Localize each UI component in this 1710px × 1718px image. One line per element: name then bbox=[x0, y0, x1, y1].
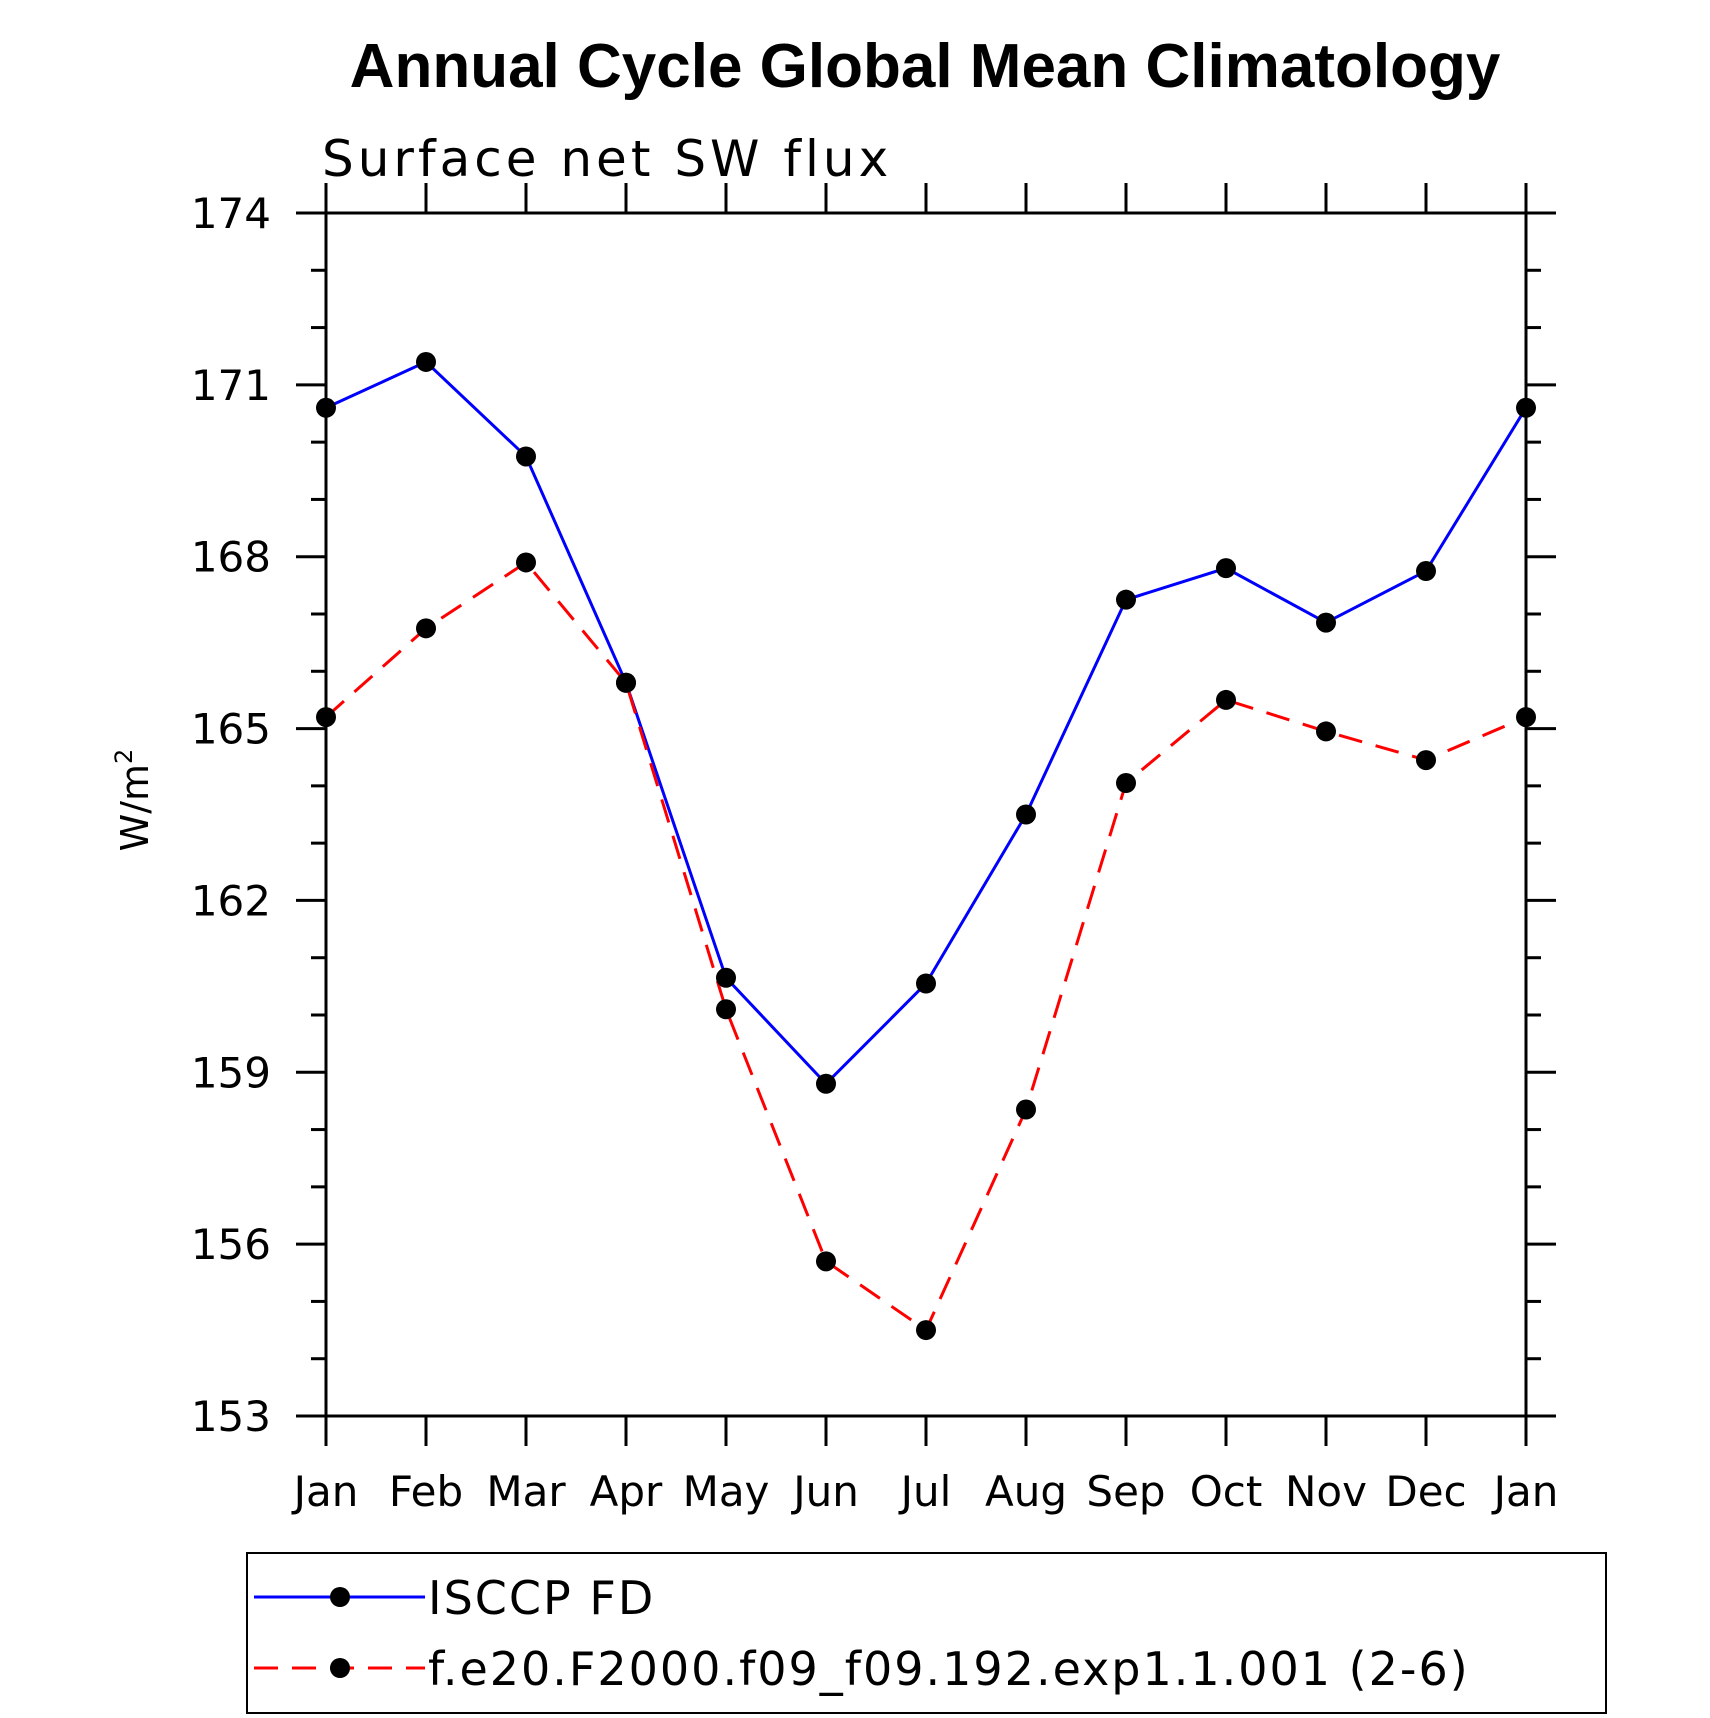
y-tick-label: 156 bbox=[191, 1220, 271, 1269]
y-tick-labels: 153 156 159 162 165 168 171 174 bbox=[191, 189, 271, 1441]
chart-subtitle: Surface net SW flux bbox=[322, 130, 892, 188]
y-axis-label-text: W/m bbox=[113, 764, 157, 851]
data-point bbox=[716, 999, 736, 1020]
y-tick-label: 174 bbox=[191, 189, 271, 238]
x-tick-label: Jul bbox=[898, 1467, 952, 1516]
data-point bbox=[916, 973, 936, 994]
data-point bbox=[1116, 589, 1136, 610]
x-tick-label: Jan bbox=[291, 1467, 359, 1516]
chart-title: Annual Cycle Global Mean Climatology bbox=[350, 32, 1501, 101]
data-point bbox=[1516, 397, 1536, 418]
legend-box bbox=[246, 1552, 1607, 1714]
x-tick-label: Feb bbox=[389, 1467, 463, 1516]
legend-label-isccp: ISCCP FD bbox=[428, 1571, 655, 1625]
legend-label-model: f.e20.F2000.f09_f09.192.exp1.1.001 (2-6) bbox=[428, 1642, 1470, 1696]
data-point bbox=[1416, 750, 1436, 771]
legend: ISCCP FD f.e20.F2000.f09_f09.192.exp1.1.… bbox=[246, 1552, 1607, 1714]
axis-ticks bbox=[296, 183, 1556, 1446]
data-point bbox=[1316, 612, 1336, 633]
x-tick-label: May bbox=[683, 1467, 770, 1516]
y-axis-label-superscript: 2 bbox=[110, 749, 138, 764]
data-point bbox=[1316, 721, 1336, 742]
y-tick-label: 153 bbox=[191, 1392, 271, 1441]
plot-frame bbox=[324, 211, 1528, 1418]
data-point bbox=[516, 446, 536, 467]
x-tick-label: Jan bbox=[1491, 1467, 1559, 1516]
data-point bbox=[1016, 1099, 1036, 1120]
data-point bbox=[1016, 804, 1036, 825]
x-tick-label: Dec bbox=[1385, 1467, 1466, 1516]
y-tick-label: 162 bbox=[191, 876, 271, 925]
x-tick-label: Mar bbox=[486, 1467, 566, 1516]
x-tick-label: Apr bbox=[590, 1467, 663, 1516]
y-tick-label: 168 bbox=[191, 533, 271, 582]
y-axis-label: W/m2 bbox=[110, 749, 157, 852]
legend-marker-isccp bbox=[330, 1587, 350, 1607]
data-point bbox=[1516, 707, 1536, 728]
x-tick-label: Aug bbox=[985, 1467, 1067, 1516]
data-point bbox=[1416, 561, 1436, 582]
data-point bbox=[616, 672, 636, 693]
y-tick-label: 159 bbox=[191, 1048, 271, 1097]
data-point bbox=[1216, 558, 1236, 579]
series-line-1 bbox=[325, 560, 1527, 1333]
data-point bbox=[916, 1320, 936, 1341]
data-point bbox=[1116, 772, 1136, 793]
legend-marker-model bbox=[330, 1658, 350, 1678]
x-tick-label: Oct bbox=[1190, 1467, 1263, 1516]
x-tick-label: Sep bbox=[1086, 1467, 1165, 1516]
data-point bbox=[1216, 689, 1236, 710]
data-point bbox=[416, 618, 436, 639]
x-tick-label: Nov bbox=[1285, 1467, 1367, 1516]
data-point bbox=[716, 967, 736, 988]
data-point bbox=[816, 1251, 836, 1272]
data-point bbox=[416, 351, 436, 372]
y-tick-label: 165 bbox=[191, 705, 271, 754]
x-tick-label: Jun bbox=[790, 1467, 859, 1516]
series-layer bbox=[316, 351, 1536, 1341]
data-point bbox=[316, 707, 336, 728]
data-point bbox=[816, 1073, 836, 1094]
data-point bbox=[316, 397, 336, 418]
data-point bbox=[516, 552, 536, 573]
x-tick-labels: Jan Feb Mar Apr May Jun Jul Aug Sep Oct Nov Dec Jan bbox=[291, 1467, 1559, 1516]
svg-text:W/m2: W/m2 bbox=[110, 749, 157, 852]
y-tick-label: 171 bbox=[191, 361, 271, 410]
